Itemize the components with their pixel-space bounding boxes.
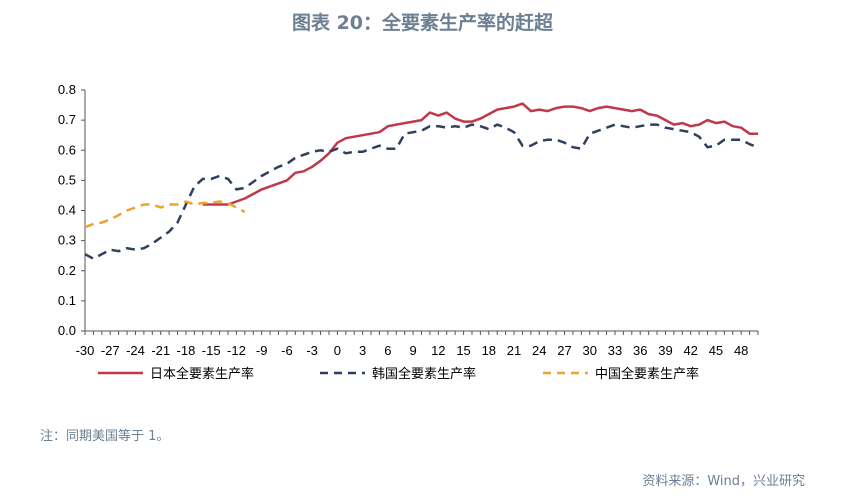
- y-tick-label: 0.7: [58, 112, 76, 127]
- legend-label-korea: 韩国全要素生产率: [372, 366, 476, 382]
- x-tick-label: 27: [557, 343, 571, 358]
- x-tick-label: -12: [227, 343, 246, 358]
- chart-note: 注：同期美国等于 1。: [40, 429, 170, 444]
- y-tick-label: 0.5: [58, 172, 76, 187]
- x-tick-label: 39: [658, 343, 672, 358]
- x-tick-label: -3: [306, 343, 318, 358]
- x-tick-label: 0: [334, 343, 341, 358]
- chart-legend: 日本全要素生产率 韩国全要素生产率 中国全要素生产率: [98, 366, 699, 382]
- x-tick-label: -24: [126, 343, 145, 358]
- x-tick-label: 3: [359, 343, 366, 358]
- x-tick-label: -18: [177, 343, 196, 358]
- x-tick-label: 36: [633, 343, 647, 358]
- chart-axes: 0.00.10.20.30.40.50.60.70.8-30 -27 -24 -21-…: [58, 82, 759, 358]
- x-tick-label: 18: [482, 343, 496, 358]
- y-tick-label: 0.6: [58, 142, 76, 157]
- series-line-china: [84, 200, 246, 229]
- x-tick-label: 6: [384, 343, 391, 358]
- legend-label-japan: 日本全要素生产率: [150, 366, 254, 382]
- x-tick-label: 21: [507, 343, 521, 358]
- x-tick-label: 45: [709, 343, 723, 358]
- y-tick-label: 0.2: [58, 263, 76, 278]
- x-tick-label: 15: [456, 343, 470, 358]
- x-tick-label: 12: [431, 343, 445, 358]
- chart-source: 资料来源：Wind，兴业研究: [642, 474, 805, 489]
- legend-label-china: 中国全要素生产率: [595, 366, 699, 382]
- x-tick-label: -6: [281, 343, 293, 358]
- series-line-japan: [202, 102, 758, 206]
- x-tick-label: -27: [101, 343, 120, 358]
- y-tick-label: 0.3: [58, 233, 76, 248]
- x-tick-label: -21: [151, 343, 170, 358]
- x-tick-label: 9: [409, 343, 416, 358]
- chart-series-layer: [84, 102, 759, 260]
- x-tick-label: 24: [532, 343, 546, 358]
- chart-title: 图表 20：全要素生产率的赶超: [291, 12, 554, 34]
- x-tick-label: -15: [202, 343, 221, 358]
- y-tick-label: 0.0: [58, 323, 76, 338]
- x-tick-label: 30: [583, 343, 597, 358]
- x-tick-label: -9: [256, 343, 268, 358]
- x-tick-label: -30: [76, 343, 95, 358]
- y-tick-label: 0.1: [58, 293, 76, 308]
- y-tick-label: 0.8: [58, 82, 76, 97]
- x-tick-label: 42: [683, 343, 697, 358]
- x-tick-label: 33: [608, 343, 622, 358]
- series-line-korea: [84, 123, 759, 260]
- y-tick-label: 0.4: [58, 203, 76, 218]
- x-tick-label: 48: [734, 343, 748, 358]
